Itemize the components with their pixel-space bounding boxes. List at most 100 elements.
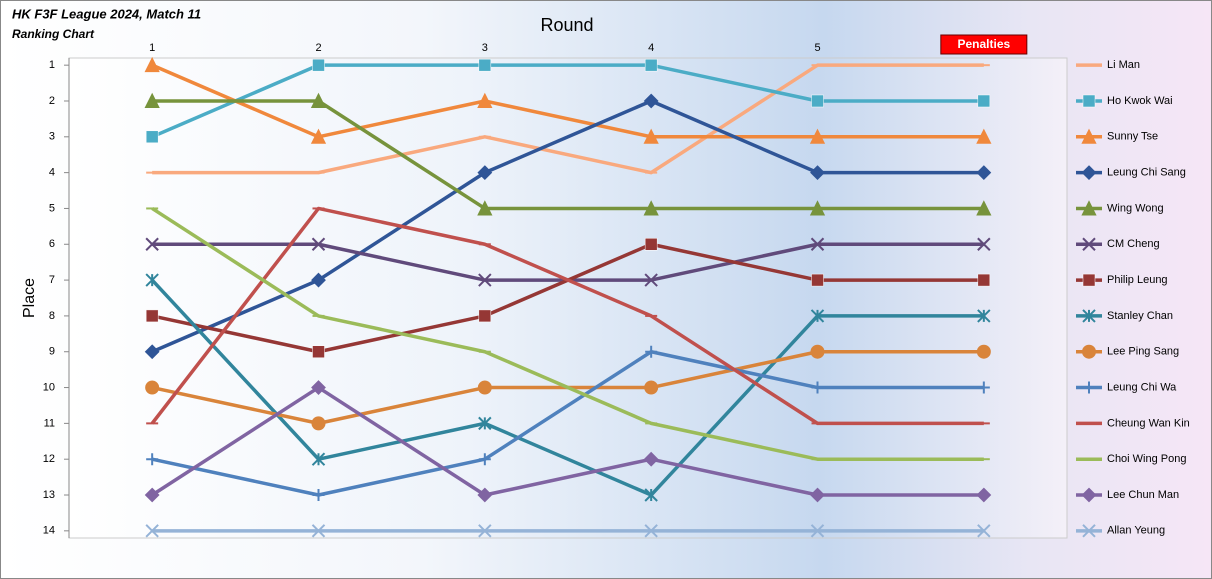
legend-item: Sunny Tse	[1076, 128, 1158, 144]
marker	[478, 416, 492, 431]
legend-label: Leung Chi Sang	[1107, 167, 1186, 179]
marker	[1082, 237, 1096, 251]
marker	[643, 200, 659, 216]
legend-item: Cheung Wan Kin	[1076, 417, 1190, 429]
marker	[1082, 344, 1096, 359]
marker	[811, 381, 824, 394]
marker	[311, 380, 326, 395]
marker	[644, 488, 658, 502]
marker	[146, 453, 159, 466]
series	[144, 56, 992, 144]
legend-item: Leung Chi Wa	[1076, 381, 1177, 394]
marker	[145, 237, 159, 251]
y-tick-label: 13	[43, 489, 55, 501]
marker	[477, 380, 492, 395]
marker	[477, 165, 493, 181]
marker	[311, 524, 326, 538]
x-tick-label: 4	[648, 42, 654, 54]
marker	[976, 128, 992, 144]
marker	[644, 380, 659, 395]
marker	[310, 92, 327, 108]
series	[146, 206, 990, 426]
y-axis-title: Place	[21, 278, 38, 318]
legend-label: Allan Yeung	[1107, 525, 1165, 537]
marker	[311, 452, 326, 466]
legend-label: Li Man	[1107, 59, 1140, 71]
marker	[643, 93, 659, 109]
marker	[644, 524, 658, 538]
marker	[976, 200, 992, 216]
marker	[811, 273, 824, 287]
marker	[643, 128, 659, 144]
y-tick-label: 12	[43, 453, 55, 465]
legend-item: CM Cheng	[1076, 237, 1160, 251]
y-tick-label: 8	[49, 310, 55, 322]
marker	[645, 345, 658, 358]
y-tick-label: 9	[49, 346, 55, 358]
marker	[644, 238, 658, 251]
x-tick-label: Penalties	[957, 37, 1010, 51]
marker	[478, 58, 492, 72]
y-tick-label: 11	[44, 417, 55, 429]
marker	[478, 273, 492, 287]
y-tick-label: 6	[49, 238, 55, 250]
series-line	[152, 99, 984, 211]
marker	[145, 309, 159, 323]
marker	[976, 344, 991, 359]
series-line	[151, 349, 984, 497]
y-tick-label: 2	[49, 95, 55, 107]
legend-item: Philip Leung	[1076, 273, 1168, 287]
marker	[1082, 524, 1096, 538]
y-tick-label: 10	[43, 381, 55, 393]
plot-area	[68, 57, 1068, 539]
marker	[1082, 273, 1096, 287]
legend-item: Wing Wong	[1076, 200, 1164, 216]
legend-item: Lee Ping Sang	[1076, 344, 1179, 359]
marker	[312, 489, 325, 502]
legend-label: Philip Leung	[1107, 274, 1168, 286]
legend-label: Ho Kwok Wai	[1107, 95, 1173, 107]
series-line	[150, 206, 984, 426]
marker	[477, 487, 493, 503]
legend-item: Allan Yeung	[1076, 524, 1165, 538]
y-tick-label: 14	[43, 525, 55, 537]
y-tick-label: 7	[49, 274, 55, 286]
marker	[145, 130, 159, 144]
legend-label: Lee Ping Sang	[1107, 346, 1179, 358]
x-tick-label: 2	[315, 42, 321, 54]
series	[144, 93, 992, 360]
y-tick-label: 5	[49, 202, 55, 214]
marker	[311, 272, 326, 288]
marker	[145, 380, 160, 395]
y-tick-label: 1	[49, 59, 55, 71]
series	[144, 92, 992, 216]
legend-label: Lee Chun Man	[1107, 489, 1179, 501]
marker	[977, 94, 991, 108]
marker	[811, 94, 824, 108]
marker	[1082, 94, 1096, 108]
marker	[810, 165, 825, 181]
legend-label: Choi Wing Pong	[1107, 453, 1187, 465]
series-line	[150, 278, 984, 497]
marker	[976, 487, 992, 503]
marker	[976, 165, 992, 181]
marker	[1081, 487, 1097, 503]
legend-item: Leung Chi Sang	[1076, 165, 1186, 181]
series-line	[151, 99, 984, 354]
marker	[311, 416, 326, 431]
marker	[977, 309, 991, 323]
series	[145, 58, 991, 144]
marker	[312, 58, 325, 72]
legend-item: Ho Kwok Wai	[1076, 94, 1173, 108]
y-tick-label: 3	[49, 131, 55, 143]
marker	[810, 237, 825, 251]
legend-label: Cheung Wan Kin	[1107, 417, 1190, 429]
marker	[310, 128, 327, 144]
marker	[477, 200, 493, 216]
marker	[809, 200, 826, 216]
marker	[144, 56, 160, 73]
legend-label: CM Cheng	[1107, 238, 1160, 250]
marker	[478, 309, 492, 323]
x-tick-label: 1	[149, 42, 155, 54]
marker	[1083, 381, 1095, 394]
